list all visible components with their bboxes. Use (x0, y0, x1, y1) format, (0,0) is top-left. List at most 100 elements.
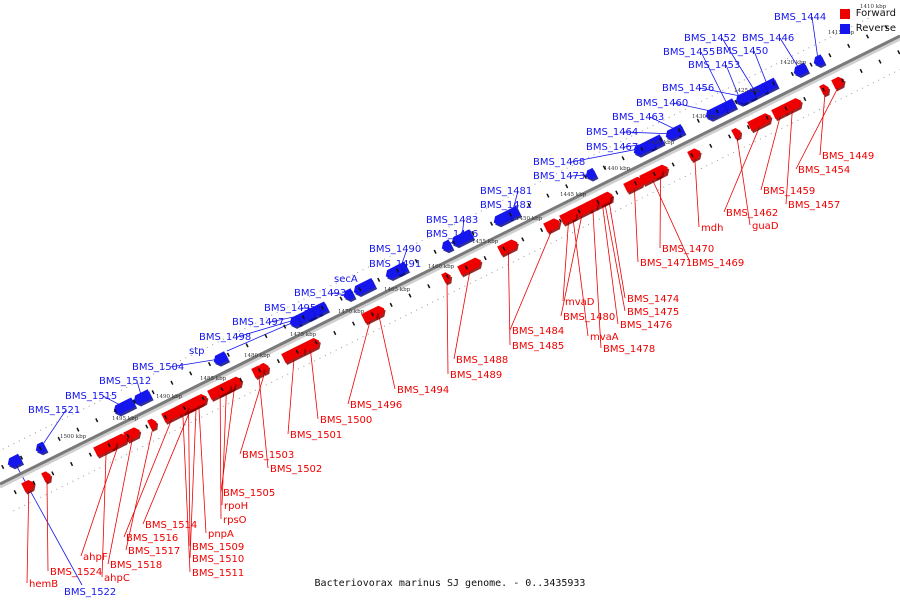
reverse-gene-label: BMS_1512 (99, 376, 151, 387)
forward-gene-29 (207, 382, 231, 400)
reverse-gene-20 (343, 288, 355, 300)
forward-gene-5 (731, 127, 741, 140)
forward-gene-label: BMS_1516 (126, 533, 178, 544)
forward-gene-label: BMS_1518 (110, 560, 162, 571)
forward-gene-39 (93, 438, 117, 457)
forward-gene-label: BMS_1471 (640, 258, 692, 269)
reverse-gene-label: BMS_1504 (132, 362, 184, 373)
forward-gene-label: BMS_1524 (50, 567, 102, 578)
reverse-gene-label: BMS_1473 (533, 171, 585, 182)
reverse-gene-label: BMS_1463 (612, 112, 664, 123)
forward-swatch (839, 8, 850, 19)
forward-gene-label: BMS_1449 (822, 151, 874, 162)
reverse-gene-label: BMS_1522 (64, 587, 116, 598)
forward-gene-label: BMS_1469 (692, 258, 744, 269)
tick-label: 1470 kbp (338, 309, 365, 315)
reverse-gene-9 (665, 126, 681, 140)
reverse-gene-label: BMS_1467 (586, 142, 638, 153)
forward-gene-label: BMS_1485 (512, 341, 564, 352)
reverse-gene-label: BMS_1490 (369, 244, 421, 255)
tick-label: 1490 kbp (156, 394, 183, 400)
reverse-gene-0 (813, 54, 825, 66)
forward-gene-6 (687, 148, 701, 161)
forward-gene-label: mvaA (590, 332, 619, 343)
tick-label: 1465 kbp (384, 287, 411, 293)
forward-gene-label: mvaD (565, 297, 595, 308)
forward-gene-label: BMS_1510 (192, 554, 244, 565)
reverse-gene-label: BMS_1486 (426, 229, 478, 240)
forward-gene-label: BMS_1476 (620, 320, 672, 331)
reverse-gene-label: BMS_1446 (742, 33, 794, 44)
forward-gene-label: rpsO (223, 515, 247, 526)
reverse-gene-29 (7, 453, 23, 468)
reverse-gene-label: BMS_1482 (480, 200, 532, 211)
forward-gene-label: BMS_1470 (662, 244, 714, 255)
forward-gene-15 (567, 209, 577, 221)
forward-gene-label: BMS_1489 (450, 370, 502, 381)
tick-label: 1445 kbp (560, 192, 587, 198)
forward-gene-label: BMS_1517 (128, 546, 180, 557)
reverse-gene-label: BMS_1521 (28, 405, 80, 416)
reverse-gene-16 (441, 239, 453, 252)
forward-gene-35 (147, 418, 157, 430)
tick-label: 1455 kbp (472, 239, 499, 245)
backbone-line (0, 34, 900, 486)
tick-label: 1485 kbp (200, 376, 227, 382)
forward-gene-label: BMS_1501 (290, 430, 342, 441)
reverse-gene-label: BMS_1498 (199, 332, 251, 343)
forward-gene-18 (497, 239, 518, 256)
forward-gene-label: BMS_1475 (627, 307, 679, 318)
genome-backbone (0, 8, 900, 512)
reverse-gene-label: BMS_1464 (586, 127, 638, 138)
reverse-gene-label: BMS_1455 (663, 47, 715, 58)
tick-label: 1440 kbp (604, 166, 631, 172)
forward-gene-8 (623, 176, 644, 193)
reverse-gene-label: BMS_1468 (533, 157, 585, 168)
forward-gene-label: BMS_1496 (350, 400, 402, 411)
reverse-gene-18 (385, 263, 405, 280)
tick-label: 1410 kbp (860, 4, 887, 10)
reverse-gene-label: BMS_1452 (684, 33, 736, 44)
reverse-gene-11 (633, 138, 656, 156)
reverse-gene-label: BMS_1491 (369, 259, 421, 270)
forward-gene-label: BMS_1484 (512, 326, 564, 337)
forward-gene-41 (21, 479, 35, 493)
forward-gene-label: BMS_1457 (788, 200, 840, 211)
reverse-gene-25 (213, 351, 229, 365)
reverse-gene-label: BMS_1444 (774, 12, 826, 23)
tick-label: 1480 kbp (244, 353, 271, 359)
forward-gene-label: BMS_1488 (456, 355, 508, 366)
tick-label: 1435 kbp (648, 140, 675, 146)
reverse-gene-label: stp (189, 346, 204, 357)
forward-gene-label: BMS_1503 (242, 450, 294, 461)
tick-label: 1425 kbp (734, 88, 761, 94)
reverse-swatch (839, 23, 850, 34)
reverse-gene-6 (737, 88, 757, 104)
tick-label: 1460 kbp (428, 264, 455, 270)
reverse-gene-label: BMS_1495 (264, 303, 316, 314)
forward-gene-36 (175, 403, 189, 416)
forward-gene-40 (41, 471, 51, 483)
tick-label: 1495 kbp (112, 416, 139, 422)
reverse-gene-label: BMS_1460 (636, 98, 688, 109)
reverse-gene-label: BMS_1497 (232, 317, 284, 328)
forward-gene-label: BMS_1478 (603, 344, 655, 355)
forward-gene-label: BMS_1480 (563, 312, 615, 323)
tick-label: 1475 kbp (290, 332, 317, 338)
forward-gene-16 (585, 199, 599, 212)
forward-gene-26 (251, 365, 265, 378)
forward-gene-label: BMS_1505 (223, 488, 275, 499)
forward-gene-label: BMS_1511 (192, 568, 244, 579)
reverse-gene-label: BMS_1450 (716, 46, 768, 57)
forward-gene-24 (281, 345, 305, 364)
reverse-gene-19 (353, 277, 376, 295)
reverse-gene-27 (113, 397, 136, 415)
forward-gene-label: ahpC (104, 573, 130, 584)
forward-gene-17 (543, 218, 560, 233)
forward-gene-label: rpoH (224, 501, 248, 512)
reverse-gene-label: BMS_1456 (662, 83, 714, 94)
reverse-gene-15 (451, 229, 474, 247)
forward-gene-label: BMS_1509 (192, 542, 244, 553)
forward-gene-label: ahpF (83, 552, 108, 563)
